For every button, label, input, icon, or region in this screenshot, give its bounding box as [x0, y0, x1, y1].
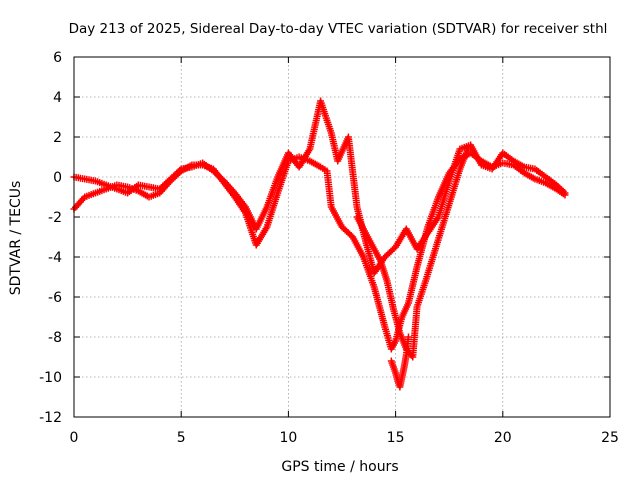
- x-tick-label: 5: [177, 430, 186, 446]
- data-points: [70, 97, 569, 391]
- x-tick-label: 10: [279, 430, 297, 446]
- y-tick-label: 6: [53, 50, 62, 66]
- x-axis-label: GPS time / hours: [281, 459, 398, 475]
- y-tick-label: -8: [48, 330, 62, 346]
- y-tick-label: 2: [53, 130, 62, 146]
- y-tick-label: 0: [53, 170, 62, 186]
- plot-frame: [73, 56, 611, 418]
- y-tick-label: -10: [39, 370, 62, 386]
- axis-ticks: 0 5 10 15 20 25 -12 -10 -8 -6 -4 -2 0 2 4 6: [39, 50, 619, 446]
- grid: [74, 57, 610, 417]
- y-tick-label: -2: [48, 210, 62, 226]
- y-axis-label: SDTVAR / TECUs: [8, 181, 24, 296]
- y-tick-label: -12: [39, 410, 62, 426]
- data-point: [404, 333, 412, 341]
- x-tick-label: 25: [601, 430, 619, 446]
- data-point: [464, 143, 472, 151]
- chart-title: Day 213 of 2025, Sidereal Day-to-day VTE…: [69, 21, 608, 37]
- data-point: [176, 166, 184, 174]
- y-tick-label: -4: [48, 250, 62, 266]
- x-tick-label: 15: [387, 430, 405, 446]
- data-point: [561, 189, 569, 197]
- y-tick-label: 4: [53, 90, 62, 106]
- x-tick-label: 0: [70, 430, 79, 446]
- x-tick-label: 20: [494, 430, 512, 446]
- y-tick-label: -6: [48, 290, 62, 306]
